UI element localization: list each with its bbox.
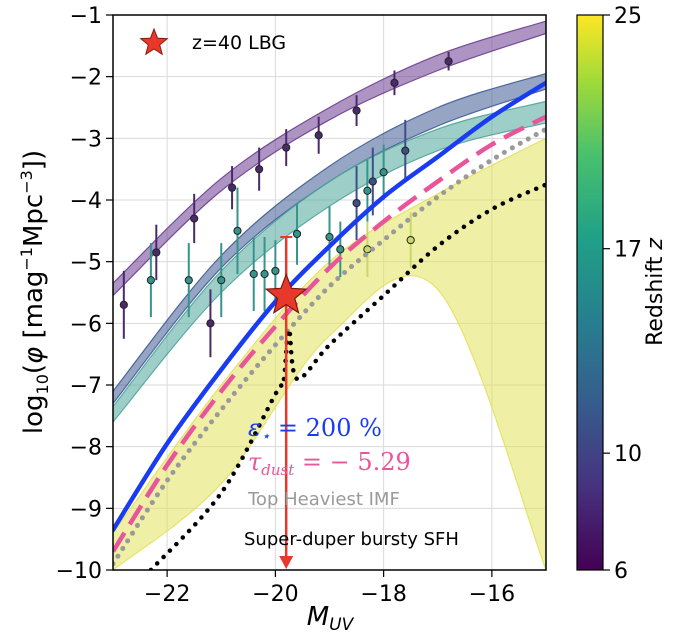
data-point: [282, 143, 291, 152]
data-point: [292, 229, 302, 239]
y-tick-label: −1: [70, 4, 102, 29]
lbg-star-marker: [264, 272, 308, 314]
data-point: [325, 232, 334, 242]
x-axis-label: MUV: [307, 602, 355, 635]
band-z8: [113, 20, 546, 297]
data-point: [119, 300, 128, 309]
data-point: [363, 186, 372, 195]
lbg-highlight: [264, 236, 308, 569]
data-point: [152, 248, 161, 257]
data-point: [271, 266, 280, 276]
data-point: [379, 168, 388, 177]
data-point: [217, 276, 226, 285]
model-line: [148, 182, 546, 570]
data-point: [255, 165, 264, 174]
model-bands: [113, 20, 546, 570]
y-tick-label: −3: [70, 127, 102, 152]
annotation-top-heaviest-imf: Top Heaviest IMF: [247, 489, 400, 510]
lbg-arrow-head: [279, 556, 294, 569]
x-axis-ticks: −22 −20 −18 −16: [144, 570, 515, 607]
y-tick-label: −9: [70, 497, 102, 522]
colorbar-gradient: [576, 14, 604, 571]
y-axis-label: log10(φ [mag−1Mpc−3]): [17, 150, 52, 434]
y-tick-label: −2: [70, 66, 102, 91]
y-tick-label: −4: [70, 189, 102, 214]
data-point: [146, 276, 155, 285]
x-tick-label: −20: [252, 582, 298, 607]
data-point: [227, 183, 237, 192]
annotation-bursty-sfh: Super-duper bursty SFH: [244, 529, 459, 550]
x-tick-label: −18: [360, 582, 406, 607]
data-point: [249, 269, 258, 279]
colorbar: 6 10 17 25 Redshift z: [576, 4, 668, 584]
data-point: [206, 319, 215, 328]
model-lines: [113, 80, 546, 570]
data-point: [352, 106, 361, 115]
colorbar-ticks: 6 10 17 25: [603, 4, 642, 584]
data-point: [260, 269, 269, 279]
data-point: [184, 276, 193, 285]
x-tick-label: −16: [469, 582, 515, 607]
colorbar-tick-label: 25: [614, 4, 642, 29]
y-tick-label: −10: [56, 559, 102, 584]
colorbar-tick-label: 10: [614, 442, 642, 467]
colorbar-tick-label: 6: [614, 559, 628, 584]
band-z10: [113, 72, 546, 405]
data-point: [390, 78, 399, 87]
x-tick-label: −22: [144, 582, 190, 607]
data-point: [352, 198, 361, 208]
annotation-epsilon: ε⋆ = 200 %: [248, 414, 382, 445]
y-tick-label: −8: [70, 436, 102, 461]
model-line: [113, 126, 546, 567]
legend: z=40 LBG: [139, 27, 286, 56]
model-line: [113, 80, 546, 533]
data-point: [190, 214, 199, 223]
y-tick-label: −7: [70, 374, 102, 399]
y-axis-ticks: −1 −2 −3 −4 −5 −6 −7 −8 −9 −10: [56, 4, 113, 584]
model-line: [113, 114, 546, 553]
data-points: [119, 52, 453, 358]
plot-frame: [112, 14, 547, 571]
data-point: [336, 245, 345, 254]
legend-star-marker: [139, 27, 169, 56]
y-tick-label: −6: [70, 312, 102, 337]
legend-label: z=40 LBG: [192, 32, 286, 54]
data-point: [406, 235, 415, 245]
data-point: [368, 177, 377, 186]
data-point: [233, 226, 242, 235]
colorbar-label: Redshift z: [643, 238, 668, 346]
data-point: [401, 146, 410, 155]
data-point: [444, 57, 453, 66]
data-point: [314, 131, 323, 140]
data-point: [363, 245, 372, 254]
annotation-tau-dust: τdust = − 5.29: [248, 448, 411, 479]
band-z22: [113, 137, 546, 570]
y-tick-label: −5: [70, 251, 102, 276]
colorbar-tick-label: 17: [614, 238, 642, 263]
